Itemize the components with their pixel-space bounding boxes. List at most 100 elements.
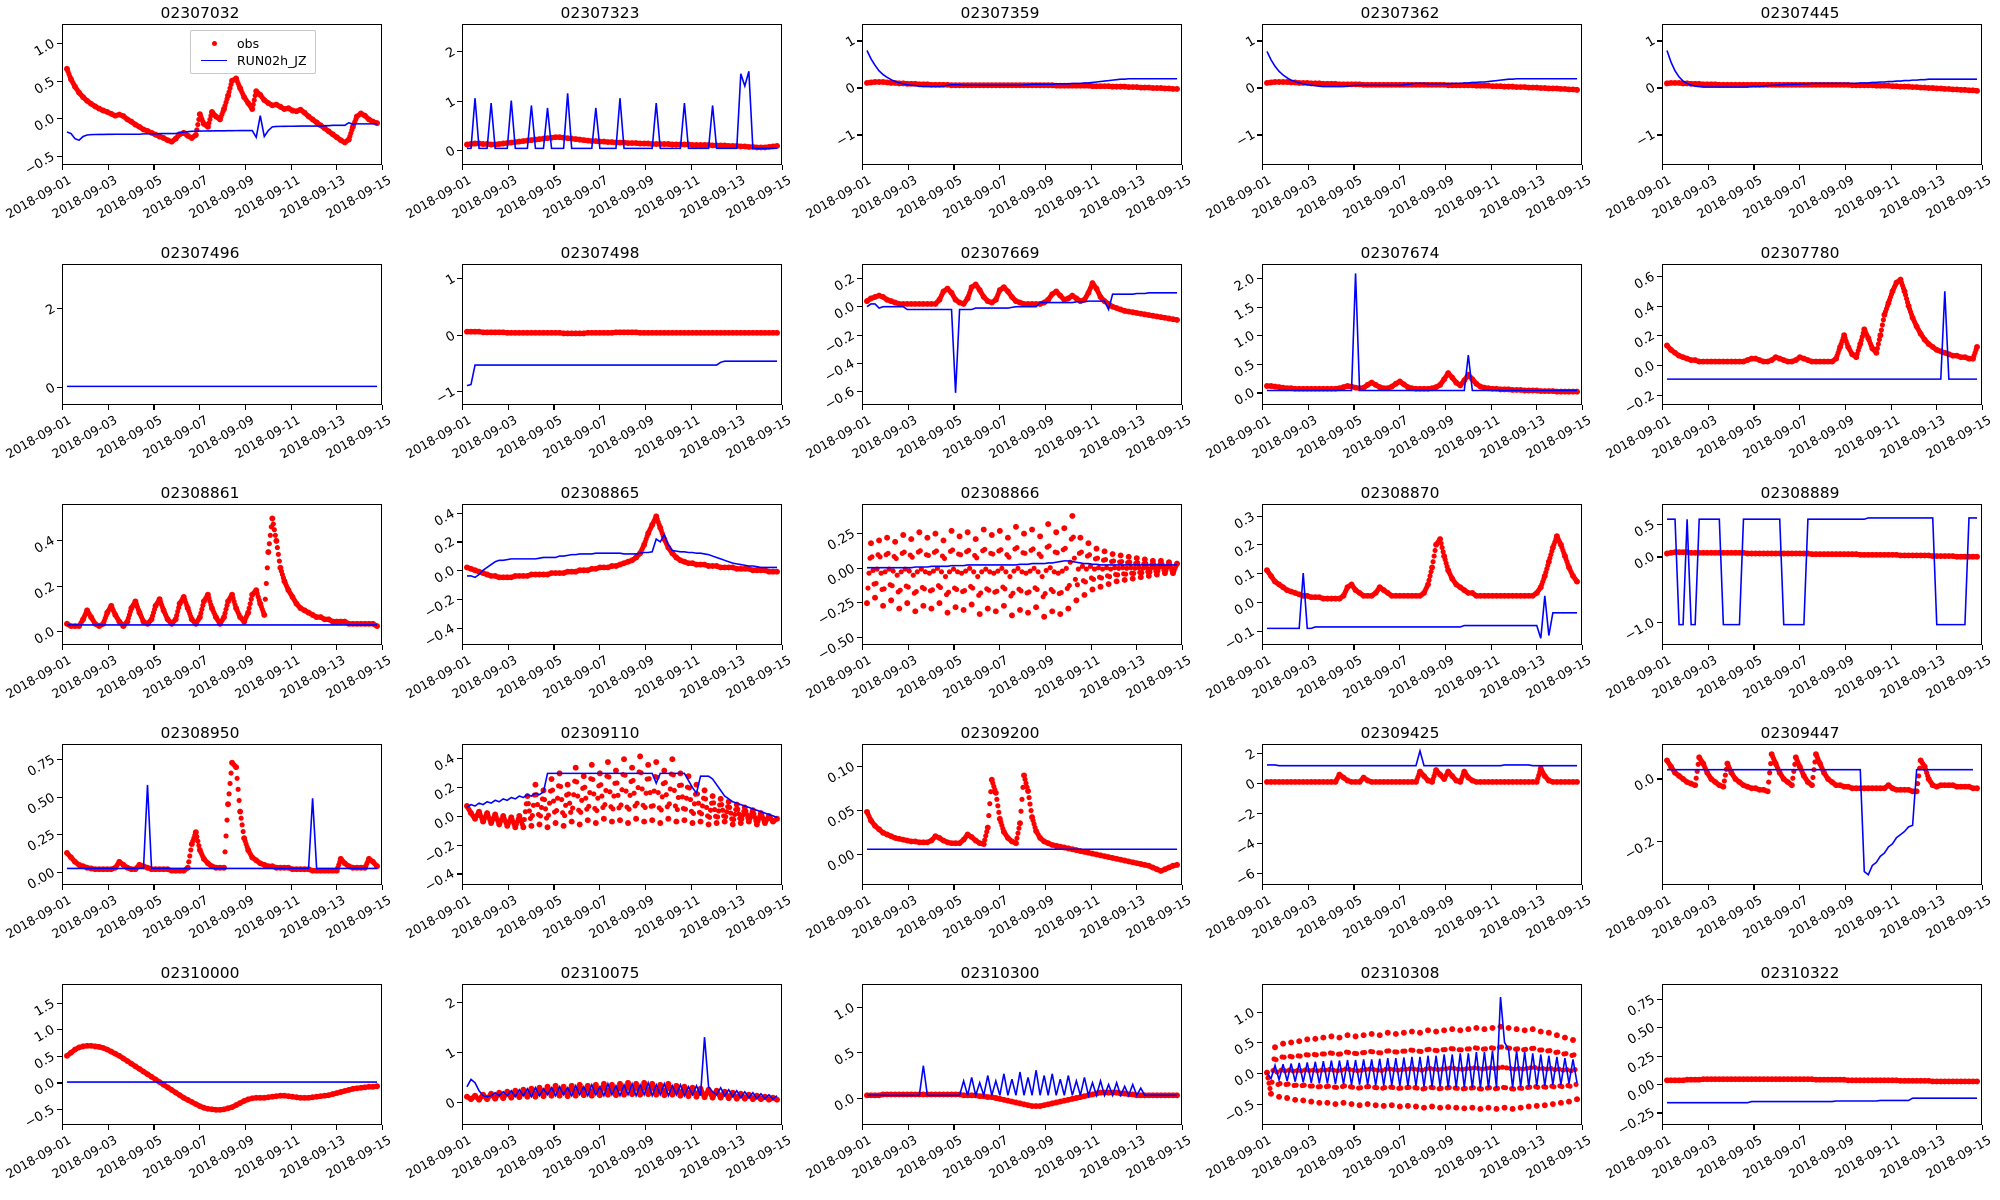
- x-tick-mark: [462, 645, 464, 650]
- y-tick-label: −1: [1233, 127, 1258, 151]
- x-tick-mark: [1044, 645, 1046, 650]
- y-tick-label: 1: [443, 271, 458, 289]
- x-tick-mark: [336, 1125, 338, 1130]
- plot-area: [1662, 744, 1982, 885]
- y-tick-mark: [1257, 392, 1262, 394]
- x-tick-mark: [862, 645, 864, 650]
- y-tick-label: 1: [1243, 33, 1258, 52]
- y-tick-label: 0.5: [1232, 1035, 1258, 1060]
- y-tick-label: 0.75: [25, 752, 58, 780]
- y-tick-label: 0.25: [825, 526, 858, 554]
- y-tick-label: 0.25: [1625, 1049, 1658, 1077]
- y-tick-label: −0.5: [1222, 1097, 1258, 1126]
- x-tick-mark: [1890, 645, 1892, 650]
- y-tick-mark: [457, 844, 462, 846]
- x-tick-mark: [736, 885, 738, 890]
- y-tick-mark: [1257, 1042, 1262, 1044]
- y-tick-label: 0.0: [832, 1091, 858, 1115]
- x-tick-mark: [553, 405, 555, 410]
- x-tick-mark: [336, 885, 338, 890]
- y-tick-mark: [57, 834, 62, 836]
- y-tick-label: 0.0: [1632, 358, 1658, 382]
- y-tick-label: −1: [1633, 127, 1658, 151]
- y-tick-label: −0.5: [22, 149, 58, 179]
- y-tick-label: 1: [843, 33, 858, 52]
- x-tick-mark: [782, 885, 784, 890]
- subplot-title: 02309110: [560, 724, 640, 742]
- x-tick-mark: [244, 885, 246, 890]
- y-tick-mark: [457, 758, 462, 760]
- y-tick-mark: [1257, 306, 1262, 308]
- y-tick-mark: [857, 134, 862, 136]
- x-tick-mark: [1982, 165, 1984, 170]
- x-tick-mark: [1890, 1125, 1892, 1130]
- x-tick-mark: [1136, 405, 1138, 410]
- x-tick-mark: [782, 1125, 784, 1130]
- x-tick-mark: [736, 405, 738, 410]
- y-tick-label: 1: [443, 1045, 458, 1063]
- x-tick-mark: [290, 405, 292, 410]
- y-tick-label: −0.4: [822, 356, 858, 385]
- y-tick-mark: [57, 307, 62, 309]
- x-tick-mark: [1982, 1125, 1984, 1130]
- y-tick-mark: [857, 334, 862, 336]
- y-tick-mark: [457, 100, 462, 102]
- x-tick-mark: [1982, 405, 1984, 410]
- x-tick-mark: [507, 405, 509, 410]
- x-tick-mark: [1753, 405, 1755, 410]
- y-tick-mark: [1657, 1112, 1662, 1114]
- y-tick-label: 0.4: [432, 751, 458, 776]
- y-tick-mark: [857, 40, 862, 42]
- y-tick-label: 0.5: [32, 1049, 58, 1073]
- x-tick-mark: [690, 885, 692, 890]
- y-tick-mark: [57, 155, 62, 158]
- x-tick-mark: [599, 405, 601, 410]
- y-tick-label: −6: [1233, 866, 1258, 890]
- x-tick-mark: [1490, 885, 1492, 890]
- x-tick-mark: [553, 165, 555, 170]
- y-tick-mark: [457, 815, 462, 818]
- x-tick-mark: [644, 165, 646, 170]
- x-tick-mark: [382, 645, 384, 650]
- x-tick-mark: [290, 885, 292, 890]
- y-tick-label: 0.50: [1625, 1020, 1658, 1049]
- y-tick-mark: [57, 387, 62, 389]
- subplot: 02308870 0.3 0.2 0.1 0.0 −0.1 2018-09-01 2018-0…: [1200, 480, 1600, 720]
- y-tick-mark: [1657, 1027, 1662, 1029]
- plot-area: [1662, 984, 1982, 1125]
- y-tick-mark: [457, 51, 462, 53]
- x-tick-mark: [1136, 165, 1138, 170]
- y-tick-label: −1: [433, 384, 458, 407]
- x-tick-mark: [1707, 405, 1709, 410]
- x-tick-mark: [1707, 1125, 1709, 1130]
- y-tick-mark: [457, 278, 462, 280]
- y-tick-label: −0.25: [1615, 1105, 1658, 1139]
- x-tick-mark: [1090, 165, 1092, 170]
- y-tick-mark: [857, 306, 862, 308]
- legend-dot-icon: [197, 41, 231, 46]
- subplot: 02310000 1.5 1.0 0.5 0.0 −0.5 2018-09-01 2018-0…: [0, 960, 400, 1200]
- x-tick-mark: [199, 885, 201, 890]
- x-tick-mark: [62, 885, 64, 890]
- x-tick-mark: [644, 1125, 646, 1130]
- y-tick-label: 0.0: [832, 299, 858, 324]
- subplot-title: 02307445: [1760, 4, 1840, 22]
- x-tick-mark: [999, 1125, 1001, 1130]
- y-tick-mark: [1257, 1011, 1262, 1013]
- x-tick-mark: [1307, 1125, 1309, 1130]
- x-tick-mark: [1662, 165, 1664, 170]
- x-tick-mark: [153, 885, 155, 890]
- x-tick-mark: [1707, 885, 1709, 890]
- y-tick-mark: [457, 390, 462, 392]
- x-tick-mark: [1753, 1125, 1755, 1130]
- plot-area: [62, 984, 382, 1125]
- y-tick-mark: [857, 278, 862, 280]
- plot-area: [462, 984, 782, 1125]
- y-tick-mark: [857, 810, 862, 812]
- y-tick-mark: [857, 636, 862, 638]
- y-tick-mark: [57, 42, 62, 44]
- y-tick-mark: [457, 512, 462, 514]
- y-tick-mark: [457, 787, 462, 789]
- plot-area: [462, 264, 782, 405]
- x-tick-mark: [244, 645, 246, 650]
